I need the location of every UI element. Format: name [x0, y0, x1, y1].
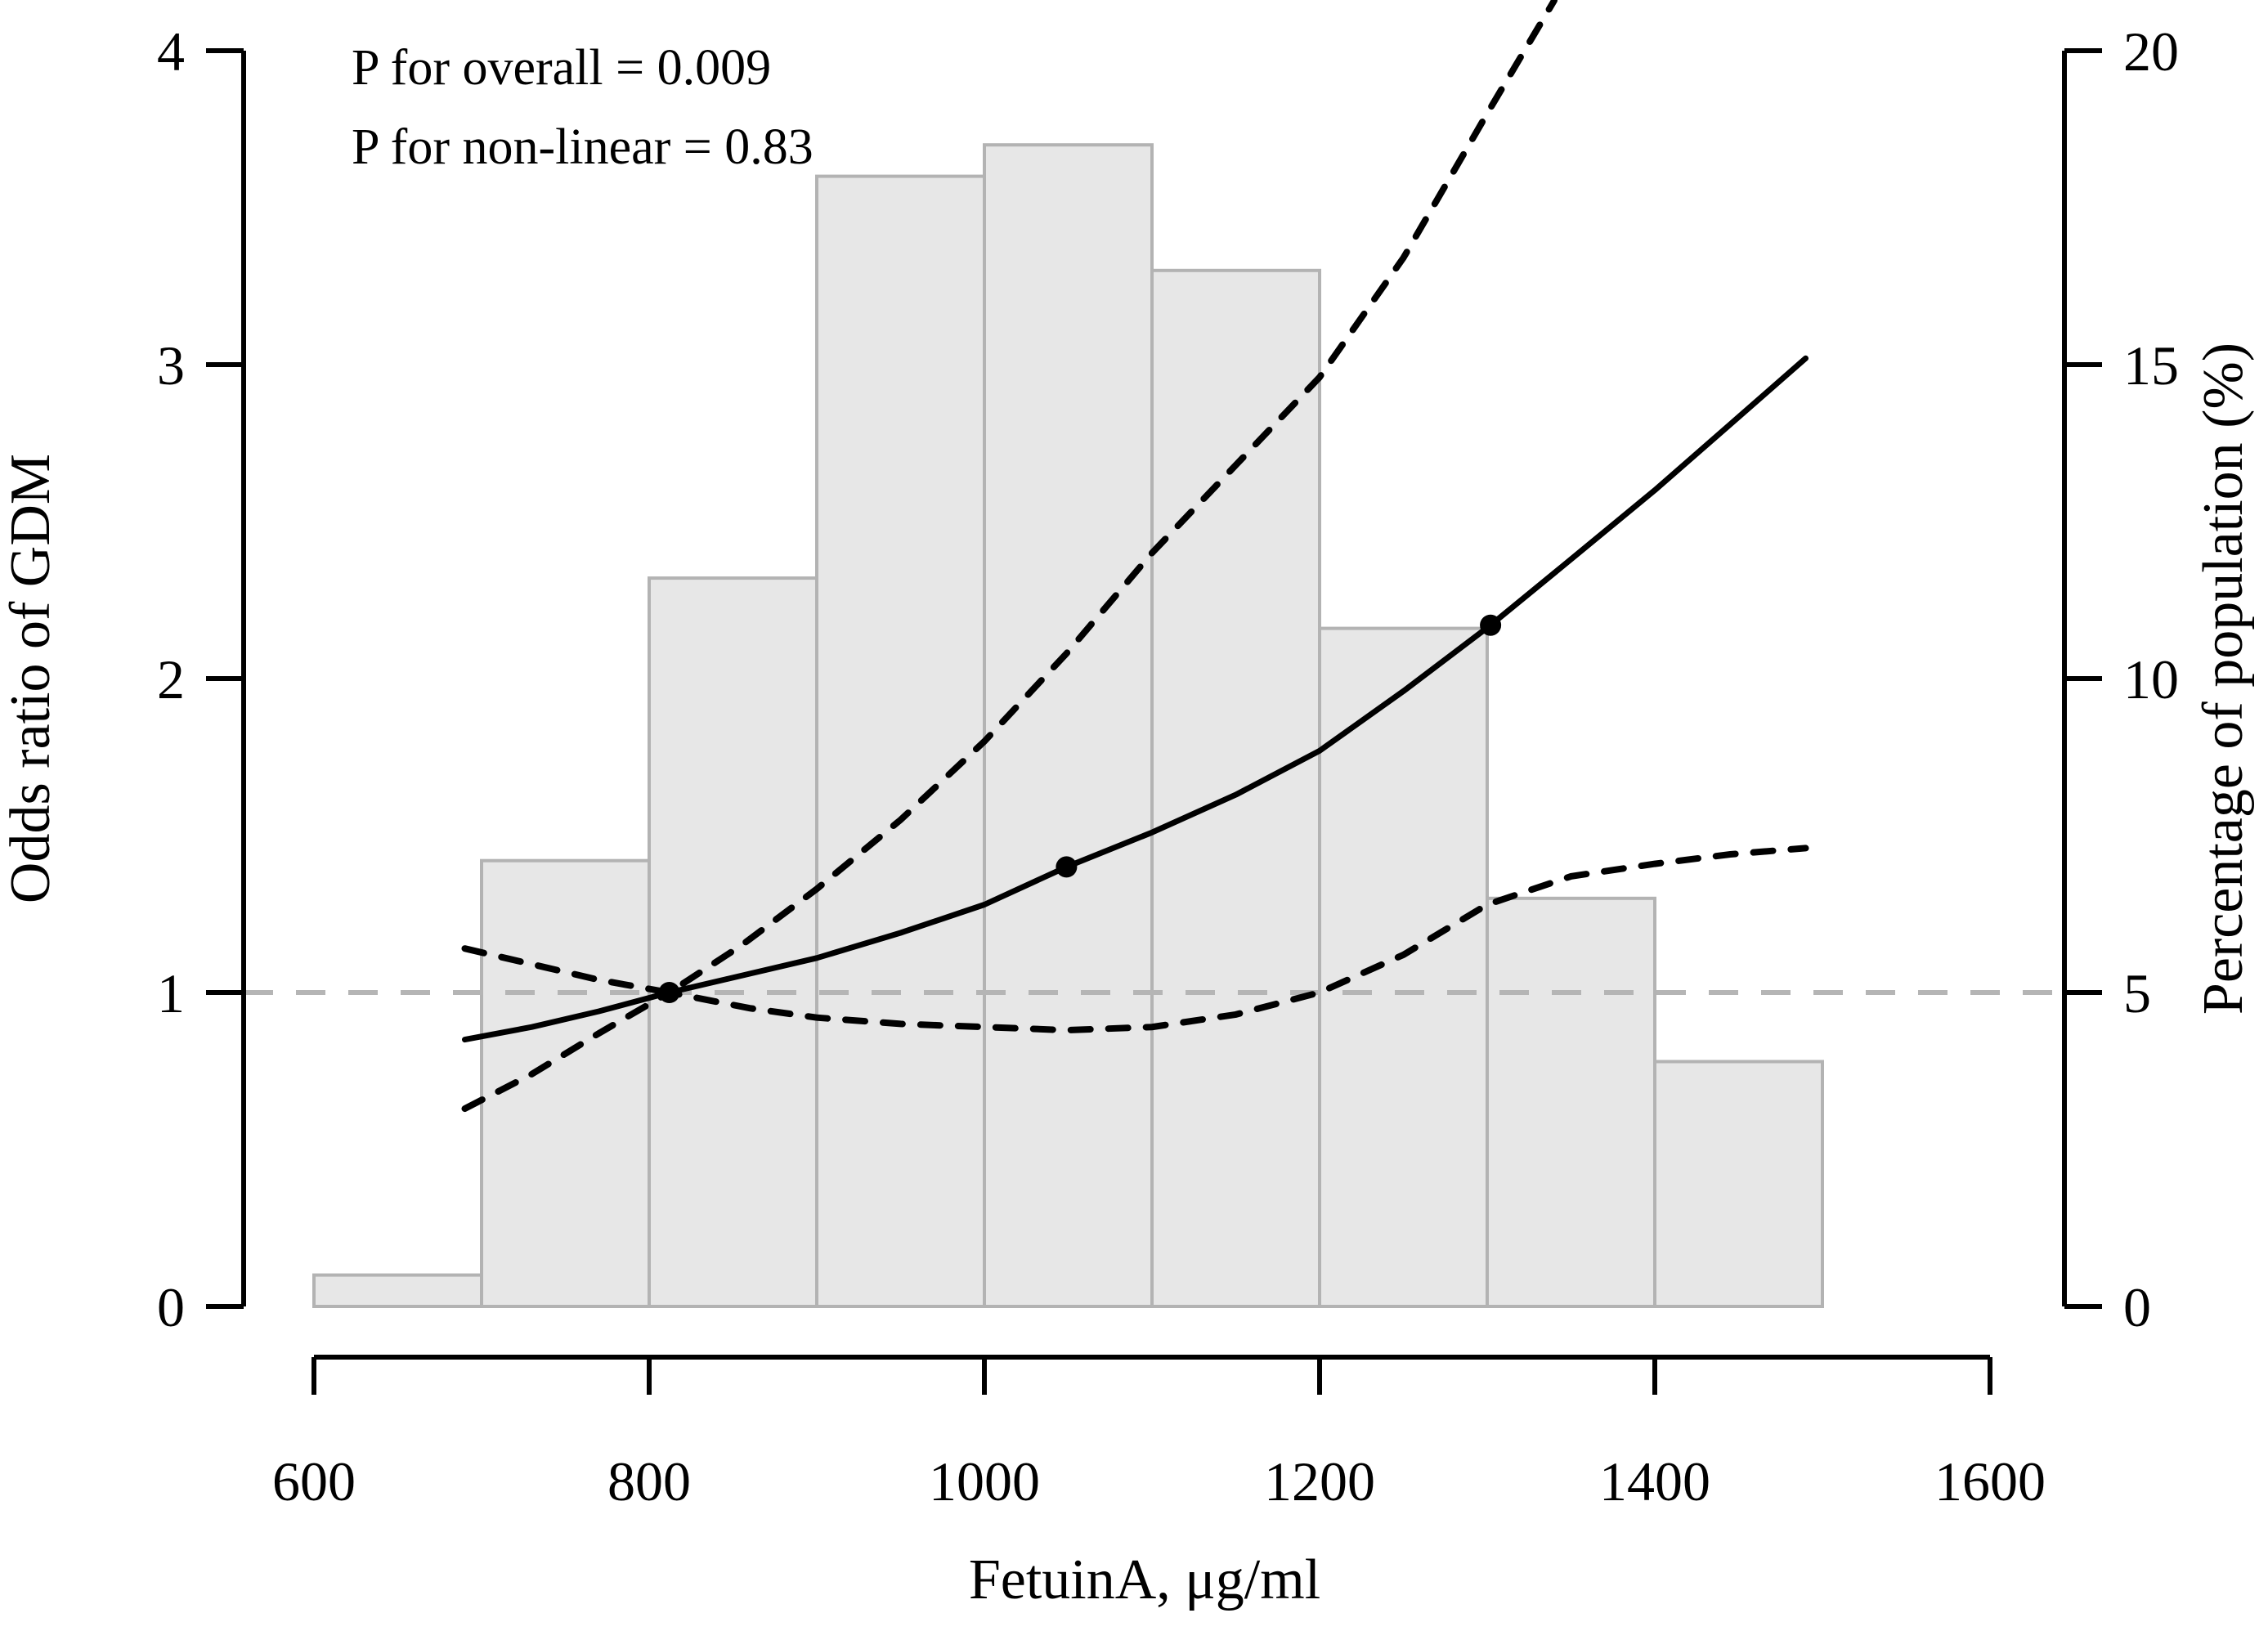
histogram-bar	[983, 143, 1154, 1309]
x-axis-ticks: 600 800 1000 1200 1400 1600	[272, 1357, 2046, 1512]
x-tick-label: 1600	[1934, 1450, 2046, 1512]
knot-dot	[658, 982, 680, 1003]
left-axis-title: Odds ratio of GDM	[0, 454, 62, 903]
left-tick-label: 4	[157, 20, 185, 83]
left-tick-label: 1	[157, 962, 185, 1024]
left-axis-ticks: 0 1 2 3 4	[157, 20, 244, 1338]
left-tick-label: 0	[157, 1276, 185, 1338]
right-tick-label: 10	[2123, 648, 2179, 710]
left-tick-label: 3	[157, 334, 185, 397]
right-tick-label: 15	[2123, 334, 2179, 397]
knot-dot	[1480, 614, 1502, 636]
right-axis-ticks: 0 5 10 15 20	[2064, 20, 2179, 1338]
p-overall-annotation: P for overall = 0.009	[352, 40, 771, 96]
x-tick-label: 600	[272, 1450, 356, 1512]
left-tick-label: 2	[157, 648, 185, 710]
right-tick-label: 20	[2123, 20, 2179, 83]
x-tick-label: 800	[607, 1450, 691, 1512]
histogram-bar	[312, 1273, 483, 1308]
x-tick-label: 1400	[1599, 1450, 1710, 1512]
histogram-bar	[815, 174, 986, 1309]
histogram-bar	[1653, 1060, 1824, 1308]
p-nonlinear-annotation: P for non-linear = 0.83	[352, 119, 814, 175]
ci-lower-curve	[461, 845, 1809, 1113]
histogram-bar	[1150, 268, 1321, 1308]
population-histogram	[312, 143, 1824, 1309]
histogram-bar	[648, 576, 818, 1308]
x-axis-title: FetuinA, μg/ml	[969, 1548, 1320, 1611]
histogram-bar	[1318, 626, 1489, 1308]
odds-ratio-line	[462, 355, 1809, 1043]
ci-upper-curve	[461, 0, 1558, 997]
odds-ratio-curve	[462, 355, 1809, 1043]
right-axis-title: Percentage of population (%)	[2192, 343, 2255, 1015]
knot-points	[658, 614, 1502, 1003]
confidence-interval-curves	[461, 0, 1809, 1113]
knot-dot	[1056, 856, 1078, 878]
histogram-bar	[1486, 896, 1656, 1309]
x-tick-label: 1000	[929, 1450, 1040, 1512]
right-tick-label: 0	[2123, 1276, 2151, 1338]
right-tick-label: 5	[2123, 962, 2151, 1024]
x-tick-label: 1200	[1264, 1450, 1375, 1512]
